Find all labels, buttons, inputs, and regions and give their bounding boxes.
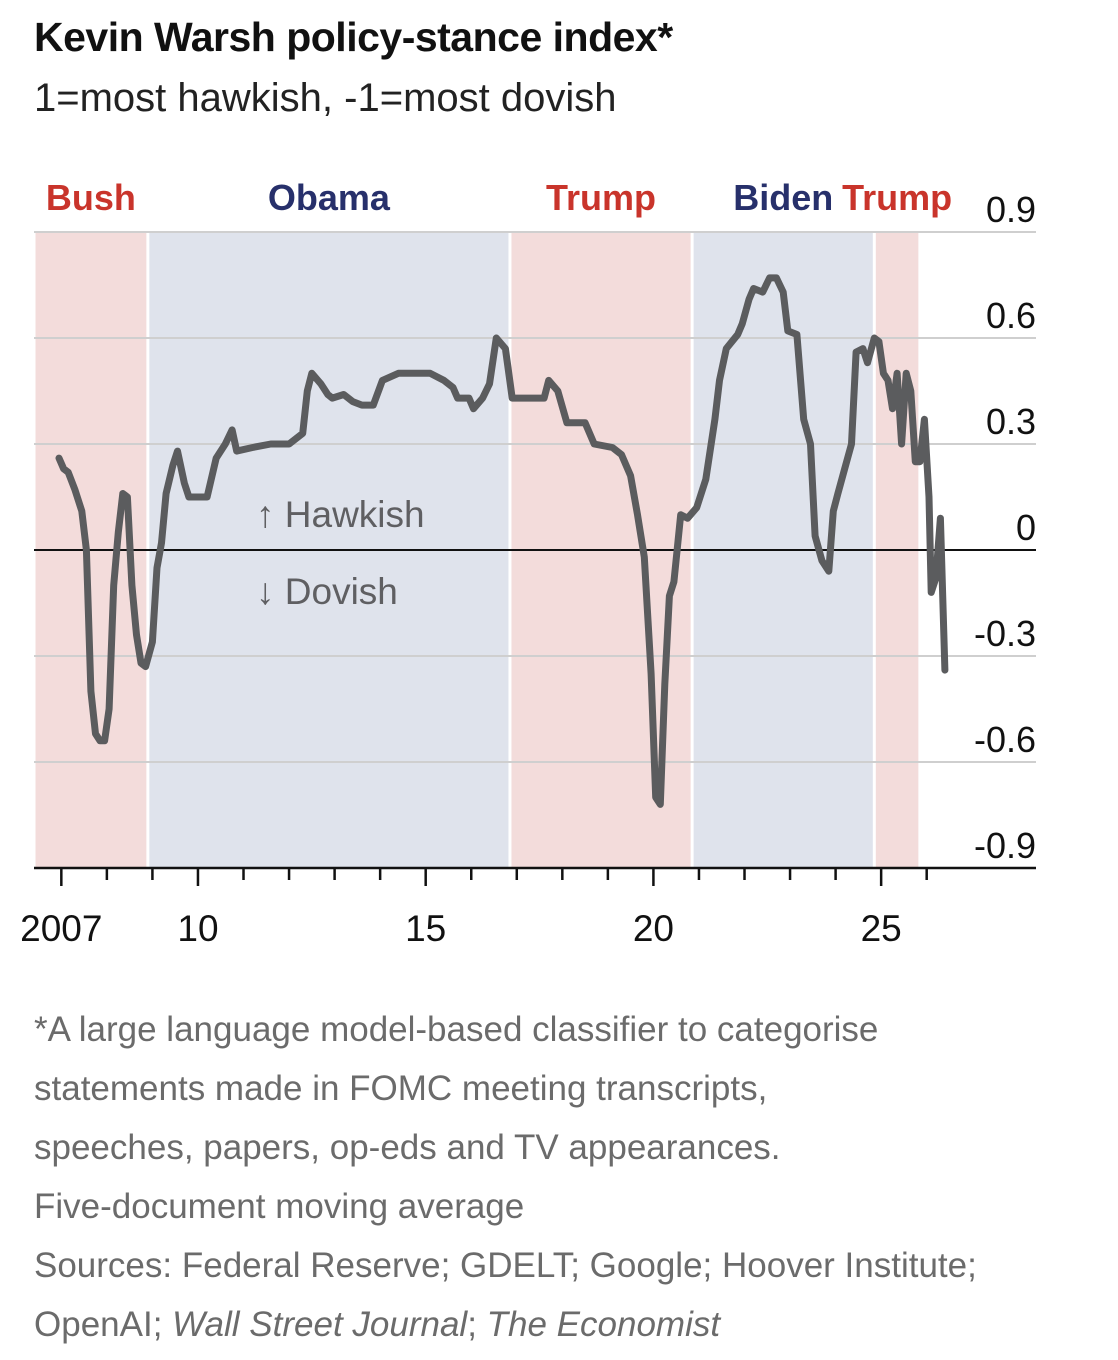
sources-line-2: OpenAI; Wall Street Journal; The Economi…: [34, 1295, 1094, 1354]
presidency-label-trump: Trump: [842, 177, 952, 218]
y-tick-label: 0.9: [986, 189, 1036, 230]
series: [55, 274, 949, 808]
source-wsj: Wall Street Journal: [172, 1305, 468, 1344]
hawkish-annotation: ↑ Hawkish: [256, 494, 425, 535]
y-tick-label: 0.6: [986, 295, 1036, 336]
direction-annotations: ↑ Hawkish ↓ Dovish: [256, 494, 425, 612]
presidency-label-obama: Obama: [268, 177, 391, 218]
presidency-label-bush: Bush: [46, 177, 136, 218]
x-tick-label: 2007: [20, 908, 102, 949]
source-economist: The Economist: [486, 1305, 721, 1344]
footnote-line: *A large language model-based classifier…: [34, 1010, 879, 1049]
series-line: [55, 274, 949, 808]
x-tick-label: 15: [405, 908, 446, 949]
y-tick-label: -0.6: [974, 719, 1036, 760]
x-axis: 2007 10 15 20 25: [20, 866, 1036, 949]
chart: Bush Obama Trump Biden Trump 0.90.60.30-0.3-…: [20, 177, 1036, 949]
presidency-label-biden: Biden: [733, 177, 833, 218]
y-tick-label: 0.3: [986, 401, 1036, 442]
gridlines: [34, 231, 1036, 763]
chart-title: Kevin Warsh policy-stance index*: [34, 14, 673, 60]
footnote: *A large language model-based classifier…: [34, 1000, 1094, 1354]
y-axis-labels: 0.9 0.6 0.3 0 -0.3 -0.6 -0.9: [974, 189, 1036, 866]
sources-prefix: OpenAI;: [34, 1305, 173, 1344]
x-tick-label: 20: [633, 908, 674, 949]
chart-subtitle: 1=most hawkish, -1=most dovish: [34, 76, 617, 120]
y-tick-label: -0.3: [974, 613, 1036, 654]
x-tick-label: 25: [861, 908, 902, 949]
presidency-labels: Bush Obama Trump Biden Trump: [46, 177, 952, 218]
x-tick-label: 10: [177, 908, 218, 949]
footnote-line: speeches, papers, op-eds and TV appearan…: [34, 1128, 781, 1167]
footnote-line: statements made in FOMC meeting transcri…: [34, 1069, 768, 1108]
presidency-label-trump: Trump: [546, 177, 656, 218]
y-tick-label: 0: [1016, 507, 1036, 548]
sources-line: Sources: Federal Reserve; GDELT; Google;…: [34, 1246, 977, 1285]
sources-separator: ;: [467, 1305, 487, 1344]
dovish-annotation: ↓ Dovish: [256, 571, 398, 612]
footnote-line: Five-document moving average: [34, 1187, 525, 1226]
y-tick-label: -0.9: [974, 825, 1036, 866]
